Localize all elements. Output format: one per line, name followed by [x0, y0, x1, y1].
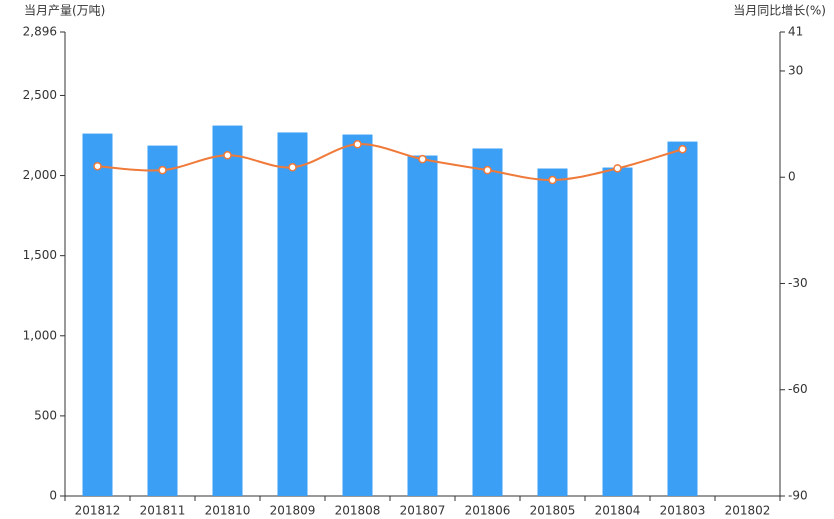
x-tick-label: 201809	[270, 504, 316, 518]
bar	[472, 148, 503, 497]
line-point	[223, 151, 232, 160]
x-tick-label: 201811	[140, 504, 186, 518]
line-point	[483, 165, 492, 175]
y2-tick-label: 0	[788, 170, 796, 184]
y-tick-label: 2,500	[23, 88, 57, 102]
bar	[147, 145, 178, 496]
line-point	[418, 154, 427, 164]
x-tick-label: 201807	[400, 504, 446, 518]
line-point	[548, 175, 557, 185]
y-tick-label: 500	[34, 408, 57, 422]
y2-tick-label: -90	[788, 489, 808, 503]
bar	[407, 155, 438, 496]
line	[97, 143, 683, 182]
line-point	[288, 163, 297, 172]
line-point	[353, 140, 362, 149]
line-point	[613, 164, 622, 173]
x-tick-label: 201803	[660, 504, 706, 518]
y2-axis-label: 当月同比增长(%)	[733, 4, 826, 18]
y2-tick-label: -30	[788, 276, 808, 290]
line-point	[678, 144, 687, 154]
x-tick-label: 201812	[75, 504, 121, 518]
x-tick-label: 201808	[335, 504, 381, 518]
y-tick-label: 0	[49, 489, 57, 503]
bar	[602, 167, 633, 496]
y-tick-label: 2,896	[23, 25, 57, 39]
x-tick-label: 201804	[595, 504, 641, 518]
bar	[212, 125, 243, 496]
x-tick-label: 201806	[465, 504, 511, 518]
x-tick-label: 201810	[205, 504, 251, 518]
bar	[537, 168, 568, 496]
y2-tick-label: 30	[788, 63, 803, 77]
bar	[667, 141, 698, 496]
line-point	[158, 165, 167, 175]
x-tick-label: 201802	[725, 504, 771, 518]
y2-tick-label: -60	[788, 382, 808, 396]
line-point	[93, 161, 102, 171]
bar	[277, 132, 308, 496]
y-tick-label: 2,000	[23, 168, 57, 182]
y2-tick-label: 41	[788, 25, 803, 39]
y-axis-label: 当月产量(万吨)	[24, 4, 105, 18]
y-tick-label: 1,500	[23, 248, 57, 262]
bar	[342, 134, 373, 496]
x-tick-label: 201805	[530, 504, 576, 518]
y-tick-label: 1,000	[23, 328, 57, 342]
bar	[82, 133, 113, 496]
